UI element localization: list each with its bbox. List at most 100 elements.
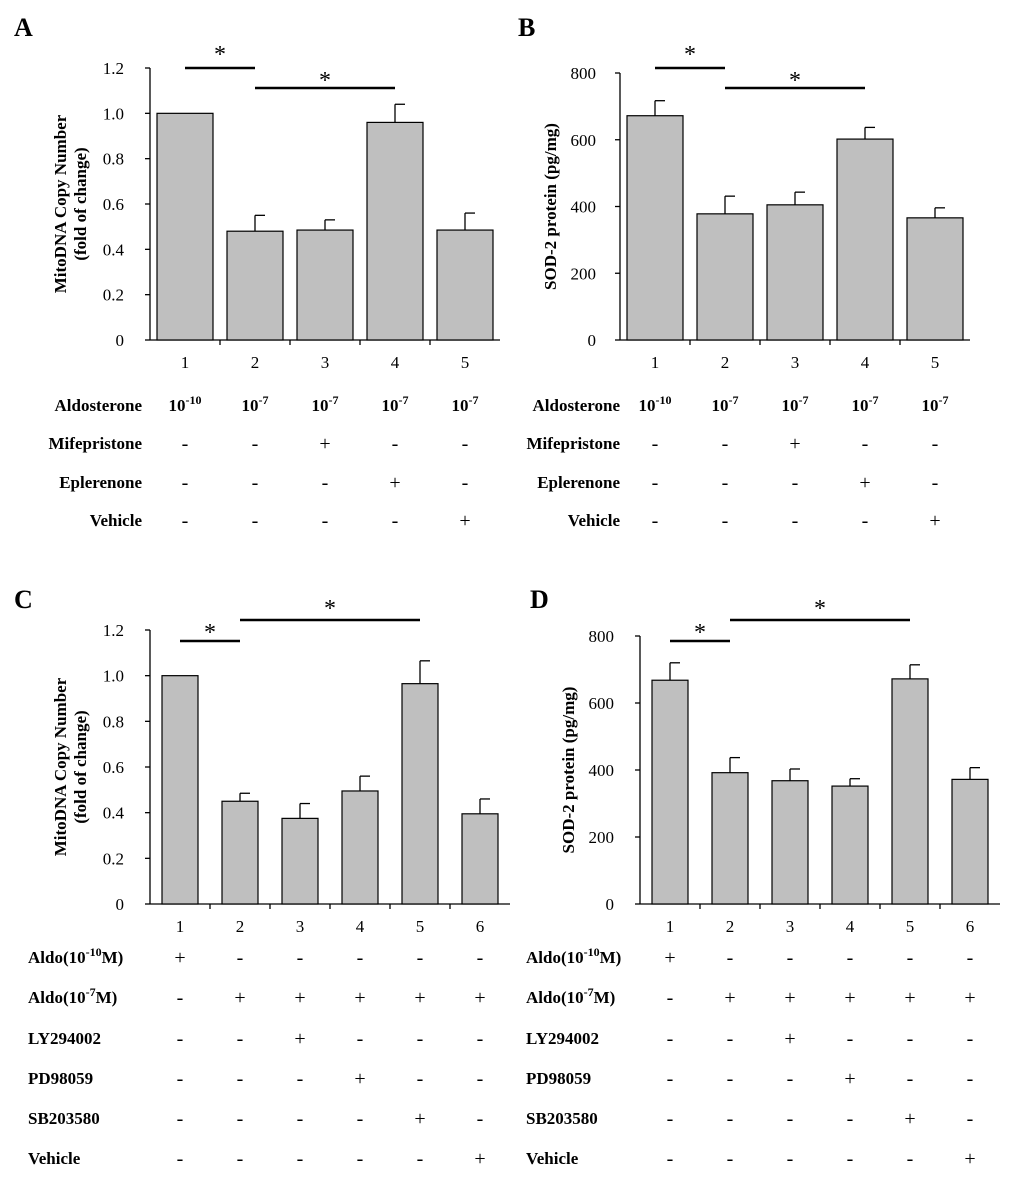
y-tick-label: 0 [116, 331, 125, 350]
treatment-name: Vehicle [526, 1149, 579, 1168]
treatment-value: - [252, 510, 259, 532]
y-tick-label: 0.8 [103, 150, 124, 169]
bar-4 [836, 138, 894, 341]
treatment-label: Vehicle [568, 511, 621, 530]
treatment-label: LY294002 [526, 1029, 599, 1048]
bar-6 [951, 778, 989, 905]
treatment-value-base: 10 [169, 396, 186, 415]
treatment-value: - [417, 947, 424, 969]
treatment-name: Eplerenone [59, 473, 142, 492]
y-axis-label: MitoDNA Copy Number [51, 677, 70, 856]
treatment-value: - [967, 1108, 974, 1130]
treatment-label: Vehicle [90, 511, 143, 530]
bar-5 [401, 683, 439, 905]
panel-label: A [14, 13, 33, 42]
treatment-name: Mifepristone [527, 434, 621, 453]
bar-1 [161, 675, 199, 905]
treatment-value: - [787, 1148, 794, 1170]
treatment-name: Aldo(10 [28, 988, 86, 1007]
treatment-label: Aldo(10-10M) [526, 945, 621, 967]
treatment-value: - [177, 1028, 184, 1050]
treatment-value: - [667, 1148, 674, 1170]
treatment-value: 10-7 [852, 393, 879, 415]
treatment-value: - [477, 947, 484, 969]
y-tick-label: 1.0 [103, 667, 124, 686]
significance-star: * [324, 596, 336, 622]
treatment-value: 10-10 [639, 393, 672, 415]
bar-1 [651, 679, 689, 905]
treatment-value: - [727, 947, 734, 969]
treatment-name-exponent: -10 [584, 945, 600, 959]
y-tick-label: 0 [606, 895, 615, 914]
treatment-value: - [847, 947, 854, 969]
treatment-value: - [477, 1068, 484, 1090]
treatment-value: + [844, 987, 855, 1009]
treatment-value-exponent: -10 [656, 393, 672, 407]
significance-star: * [214, 42, 226, 68]
y-tick-label: 0.4 [103, 804, 125, 823]
y-tick-label: 400 [589, 761, 615, 780]
treatment-value: - [907, 1148, 914, 1170]
x-tick-label: 1 [651, 353, 660, 372]
treatment-value: + [844, 1068, 855, 1090]
bar-5 [891, 678, 929, 905]
treatment-label: PD98059 [526, 1069, 591, 1088]
treatment-value: - [477, 1108, 484, 1130]
treatment-value: + [474, 987, 485, 1009]
treatment-name: Vehicle [568, 511, 621, 530]
treatment-name: Eplerenone [537, 473, 620, 492]
treatment-value: + [389, 472, 400, 494]
x-tick-label: 6 [476, 917, 485, 936]
panel-c: C 0 0.2 0.4 0.6 0.8 1.0 1.2 MitoDNA Copy Number(… [14, 585, 510, 1170]
y-tick-label: 800 [571, 64, 597, 83]
treatment-value: - [847, 1108, 854, 1130]
bar-3 [281, 817, 319, 905]
x-tick-label: 4 [356, 917, 365, 936]
treatment-value: - [932, 433, 939, 455]
treatment-value: + [294, 987, 305, 1009]
treatment-value: - [967, 1068, 974, 1090]
treatment-value-base: 10 [242, 396, 259, 415]
treatment-value: + [414, 1108, 425, 1130]
bar-1 [156, 112, 214, 341]
x-tick-label: 6 [966, 917, 975, 936]
significance-star: * [789, 68, 801, 94]
treatment-value: - [237, 1108, 244, 1130]
y-tick-label: 0.6 [103, 195, 124, 214]
bar-3 [771, 780, 809, 905]
y-tick-label: 1.0 [103, 104, 124, 123]
treatment-value-base: 10 [382, 396, 399, 415]
bar-6 [461, 813, 499, 905]
treatment-value: - [297, 947, 304, 969]
y-tick-label: 600 [589, 694, 615, 713]
treatment-value: - [907, 1068, 914, 1090]
x-tick-label: 1 [181, 353, 190, 372]
bar-4 [831, 785, 869, 905]
treatment-value-exponent: -7 [469, 393, 479, 407]
treatment-name: Mifepristone [49, 434, 143, 453]
treatment-name: Aldo(10 [28, 948, 86, 967]
treatment-label: Aldo(10-7M) [28, 985, 117, 1007]
treatment-value: - [357, 1108, 364, 1130]
panel-label: D [530, 585, 549, 614]
treatment-value: 10-7 [782, 393, 809, 415]
treatment-value: - [792, 472, 799, 494]
treatment-value-exponent: -7 [869, 393, 879, 407]
y-tick-label: 800 [589, 627, 615, 646]
significance-star: * [814, 596, 826, 622]
treatment-value: - [237, 1148, 244, 1170]
treatment-value: - [652, 433, 659, 455]
treatment-value: - [182, 510, 189, 532]
treatment-name-suffix: M) [96, 988, 118, 1007]
treatment-value: + [319, 433, 330, 455]
treatment-value: - [177, 987, 184, 1009]
treatment-label: Eplerenone [59, 473, 142, 492]
treatment-label: Aldo(10-10M) [28, 945, 123, 967]
treatment-value-base: 10 [639, 396, 656, 415]
treatment-value-base: 10 [922, 396, 939, 415]
treatment-value: - [357, 947, 364, 969]
x-tick-label: 2 [721, 353, 730, 372]
treatment-value-exponent: -7 [729, 393, 739, 407]
treatment-value-exponent: -7 [799, 393, 809, 407]
treatment-name-suffix: M) [102, 948, 124, 967]
